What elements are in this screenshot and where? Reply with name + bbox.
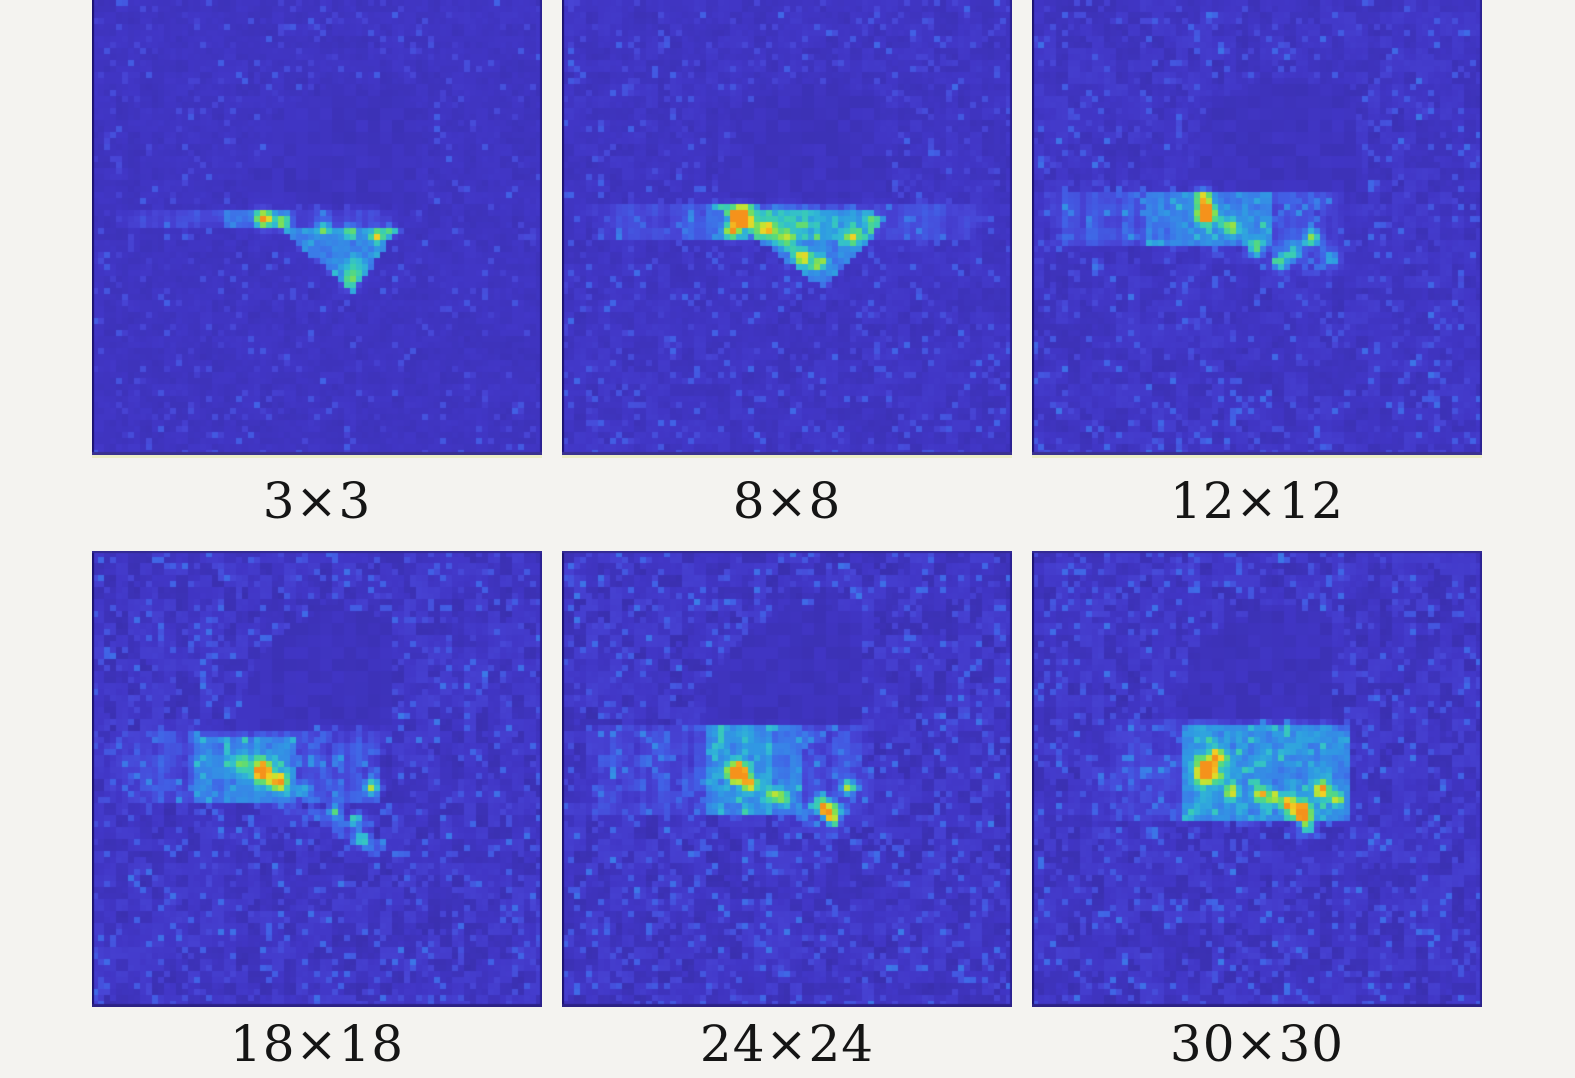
figure-panel: 12×12 <box>1032 0 1482 554</box>
heatmap-row-top: 3×3 8×8 12×12 <box>92 0 1482 554</box>
heatmap-canvas <box>92 551 542 1007</box>
panel-caption: 8×8 <box>562 455 1012 554</box>
panel-caption: 3×3 <box>92 455 542 554</box>
heatmap-canvas <box>1032 551 1482 1007</box>
heatmap-canvas <box>92 0 542 455</box>
heatmap-image-30x30 <box>1032 551 1482 1007</box>
figure-panel: 8×8 <box>562 0 1012 554</box>
heatmap-image-24x24 <box>562 551 1012 1007</box>
panel-caption: 30×30 <box>1169 1015 1345 1073</box>
heatmap-canvas <box>562 0 1012 455</box>
figure-panel: 30×30 <box>1032 551 1482 1078</box>
heatmap-canvas <box>1032 0 1482 455</box>
heatmap-image-18x18 <box>92 551 542 1007</box>
figure-panel: 24×24 <box>562 551 1012 1078</box>
heatmap-image-3x3 <box>92 0 542 455</box>
heatmap-image-8x8 <box>562 0 1012 455</box>
figure-panel: 18×18 <box>92 551 542 1078</box>
heatmap-row-bottom: 18×18 24×24 30×30 <box>92 551 1482 1078</box>
figure-panel: 3×3 <box>92 0 542 554</box>
panel-caption: 18×18 <box>229 1015 405 1073</box>
panel-caption: 24×24 <box>699 1015 875 1073</box>
heatmap-canvas <box>562 551 1012 1007</box>
heatmap-image-12x12 <box>1032 0 1482 455</box>
panel-caption: 12×12 <box>1032 455 1482 554</box>
